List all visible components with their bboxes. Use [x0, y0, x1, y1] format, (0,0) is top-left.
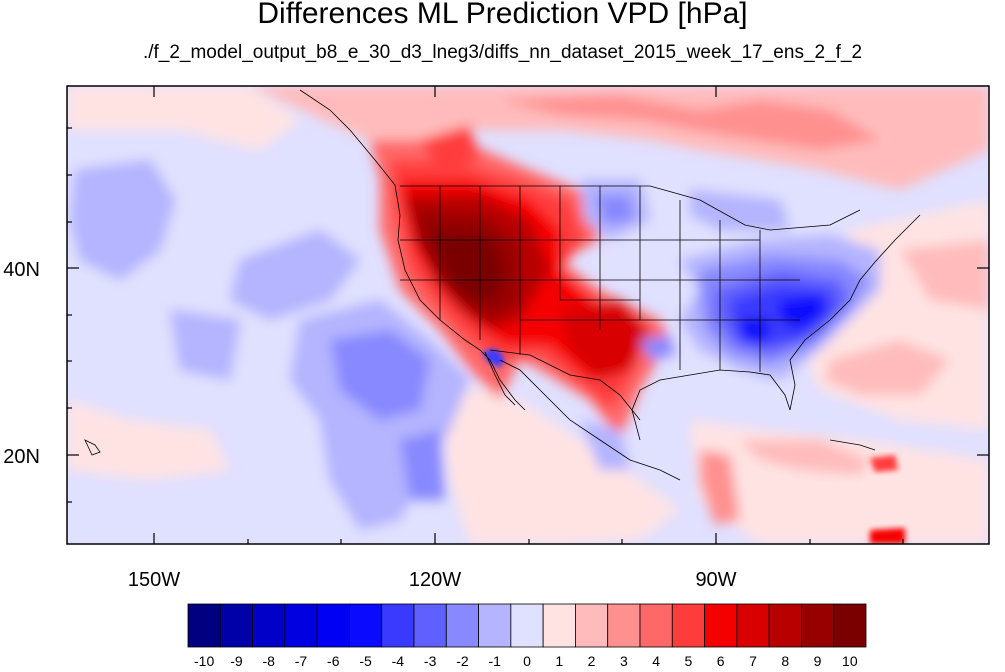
coastlines [84, 89, 921, 481]
colorbar-label: 0 [523, 653, 531, 669]
colorbar-label: 5 [684, 653, 693, 669]
lat-tick-40n: 40N [3, 259, 40, 281]
colorbar-swatch [736, 603, 770, 648]
colorbar-label: 1 [555, 653, 564, 669]
colorbar-swatch [510, 603, 544, 648]
colorbar-swatch [478, 603, 512, 648]
lon-tick-120w: 120W [408, 569, 462, 591]
colorbar-swatch [252, 603, 286, 648]
colorbar-label: -6 [327, 653, 340, 669]
chart-title: Differences ML Prediction VPD [hPa] [257, 0, 748, 30]
colorbar-swatch [219, 603, 253, 648]
lon-tick-150w: 150W [127, 569, 181, 591]
colorbar-label: -10 [194, 653, 215, 669]
colorbar-swatch [349, 603, 383, 648]
colorbar-label: -4 [391, 653, 405, 669]
colorbar-swatch [381, 603, 415, 648]
colorbar [187, 603, 867, 648]
colorbar-swatch [607, 603, 641, 648]
contour-field [67, 86, 989, 544]
chart-subtitle: ./f_2_model_output_b8_e_30_d3_lneg3/diff… [142, 42, 863, 63]
colorbar-swatch [671, 603, 705, 648]
colorbar-label: 2 [587, 653, 596, 669]
colorbar-swatch [833, 603, 867, 648]
colorbar-swatch [187, 603, 221, 648]
colorbar-swatch [801, 603, 835, 648]
colorbar-label: 8 [781, 653, 790, 669]
colorbar-label: 3 [619, 653, 628, 669]
colorbar-label: -2 [456, 653, 469, 669]
colorbar-swatch [639, 603, 673, 648]
colorbar-label: 9 [813, 653, 822, 669]
colorbar-swatch [768, 603, 802, 648]
colorbar-swatch [445, 603, 479, 648]
lon-tick-90w: 90W [695, 569, 737, 591]
colorbar-swatch [284, 603, 318, 648]
colorbar-label: 10 [842, 653, 858, 669]
lat-tick-20n: 20N [3, 446, 40, 468]
colorbar-label: -1 [488, 653, 501, 669]
colorbar-label: 4 [652, 653, 661, 669]
colorbar-swatch [542, 603, 576, 648]
colorbar-label: -7 [294, 653, 308, 669]
colorbar-label: 7 [749, 653, 757, 669]
colorbar-swatch [316, 603, 350, 648]
colorbar-swatch [575, 603, 609, 648]
colorbar-label: -5 [359, 653, 372, 669]
colorbar-label: 6 [716, 653, 725, 669]
axis-ticks [67, 86, 989, 544]
colorbar-swatch [413, 603, 447, 648]
colorbar-label: -8 [262, 653, 275, 669]
colorbar-swatch [704, 603, 738, 648]
colorbar-label: -3 [423, 653, 437, 669]
colorbar-label: -9 [230, 653, 243, 669]
